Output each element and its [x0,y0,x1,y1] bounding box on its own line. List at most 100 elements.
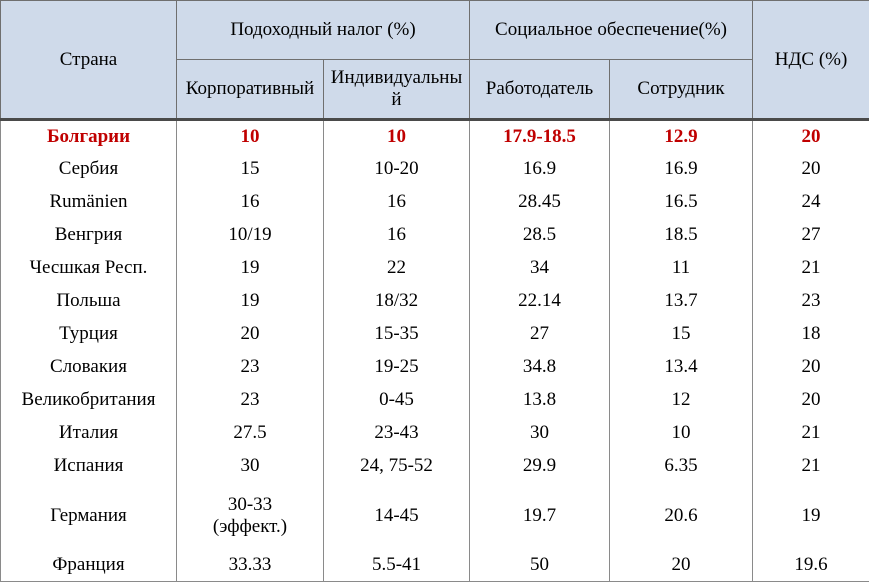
cell-employee: 16.5 [609,185,754,219]
table-row: Испания 30 24, 75-52 29.9 6.35 21 [0,449,869,483]
table-row: Болгарии 10 10 17.9-18.5 12.9 20 [0,119,869,153]
cell-individual: 18/32 [322,284,471,318]
cell-corporate: 23 [176,350,324,384]
cell-individual: 15-35 [322,317,471,351]
cell-corporate: 23 [176,383,324,417]
cell-employee: 20 [609,548,754,582]
cell-country: Польша [0,284,177,318]
cell-vat: 21 [752,449,869,483]
cell-country: Германия [0,482,177,549]
cell-individual: 19-25 [322,350,471,384]
cell-employer: 28.45 [469,185,611,219]
cell-individual: 14-45 [322,482,471,549]
cell-country: Венгрия [0,218,177,252]
cell-corporate: 33.33 [176,548,324,582]
table-row: Великобритания 23 0-45 13.8 12 20 [0,383,869,417]
cell-country: Франция [0,548,177,582]
table-header: Страна Подоходный налог (%) Социальное о… [0,0,869,121]
cell-employer: 34.8 [469,350,611,384]
cell-country: Турция [0,317,177,351]
cell-employee: 13.7 [609,284,754,318]
cell-employee: 18.5 [609,218,754,252]
cell-employer: 19.7 [469,482,611,549]
header-employee: Сотрудник [609,59,754,121]
cell-employee: 13.4 [609,350,754,384]
cell-country: Болгарии [0,119,177,153]
header-corporate: Корпоративный [176,59,324,121]
cell-vat: 21 [752,251,869,285]
table-row: Франция 33.33 5.5-41 50 20 19.6 [0,548,869,582]
cell-employee: 12.9 [609,119,754,153]
cell-individual: 0-45 [322,383,471,417]
cell-individual: 10-20 [322,152,471,186]
cell-corporate: 19 [176,251,324,285]
cell-individual: 16 [322,185,471,219]
cell-vat: 24 [752,185,869,219]
table-row: Чесшкая Респ. 19 22 34 11 21 [0,251,869,285]
cell-corporate: 30-33 (эффект.) [176,482,324,549]
cell-country: Rumänien [0,185,177,219]
cell-vat: 21 [752,416,869,450]
table-row: Польша 19 18/32 22.14 13.7 23 [0,284,869,318]
cell-vat: 19 [752,482,869,549]
cell-vat: 20 [752,119,869,153]
cell-country: Сербия [0,152,177,186]
header-country: Страна [0,0,177,120]
cell-employee: 6.35 [609,449,754,483]
table-row: Турция 20 15-35 27 15 18 [0,317,869,351]
cell-employee: 15 [609,317,754,351]
cell-employer: 27 [469,317,611,351]
cell-vat: 20 [752,350,869,384]
cell-corporate: 20 [176,317,324,351]
cell-vat: 20 [752,383,869,417]
cell-employer: 13.8 [469,383,611,417]
cell-individual: 10 [322,119,471,153]
cell-vat: 19.6 [752,548,869,582]
cell-country: Испания [0,449,177,483]
cell-employer: 16.9 [469,152,611,186]
cell-employee: 12 [609,383,754,417]
cell-employer: 34 [469,251,611,285]
cell-employee: 16.9 [609,152,754,186]
cell-country: Италия [0,416,177,450]
cell-country: Чесшкая Респ. [0,251,177,285]
cell-corporate: 19 [176,284,324,318]
header-income-tax: Подоходный налог (%) [175,0,471,60]
cell-individual: 5.5-41 [322,548,471,582]
cell-corporate: 16 [176,185,324,219]
cell-country: Словакия [0,350,177,384]
table-row: Rumänien 16 16 28.45 16.5 24 [0,185,869,219]
header-vat: НДС (%) [752,0,869,120]
cell-employer: 22.14 [469,284,611,318]
cell-individual: 23-43 [322,416,471,450]
table-row: Словакия 23 19-25 34.8 13.4 20 [0,350,869,384]
cell-employee: 11 [609,251,754,285]
cell-employer: 30 [469,416,611,450]
cell-employer: 29.9 [469,449,611,483]
cell-individual: 22 [322,251,471,285]
cell-employer: 28.5 [469,218,611,252]
cell-employer: 17.9-18.5 [469,119,611,153]
cell-employee: 10 [609,416,754,450]
header-employer: Работодатель [469,59,611,121]
table-body: Болгарии 10 10 17.9-18.5 12.9 20 Сербия … [0,119,869,582]
header-individual: Индивидуальный [322,59,471,121]
cell-country: Великобритания [0,383,177,417]
cell-vat: 23 [752,284,869,318]
table-row: Германия 30-33 (эффект.) 14-45 19.7 20.6… [0,482,869,549]
cell-employer: 50 [469,548,611,582]
table-row: Венгрия 10/19 16 28.5 18.5 27 [0,218,869,252]
cell-vat: 27 [752,218,869,252]
cell-corporate: 30 [176,449,324,483]
cell-corporate: 10 [176,119,324,153]
cell-individual: 24, 75-52 [322,449,471,483]
header-social-security: Социальное обеспечение(%) [469,0,754,60]
cell-corporate: 10/19 [176,218,324,252]
cell-corporate: 15 [176,152,324,186]
table-row: Италия 27.5 23-43 30 10 21 [0,416,869,450]
cell-employee: 20.6 [609,482,754,549]
cell-individual: 16 [322,218,471,252]
table-row: Сербия 15 10-20 16.9 16.9 20 [0,152,869,186]
cell-vat: 18 [752,317,869,351]
